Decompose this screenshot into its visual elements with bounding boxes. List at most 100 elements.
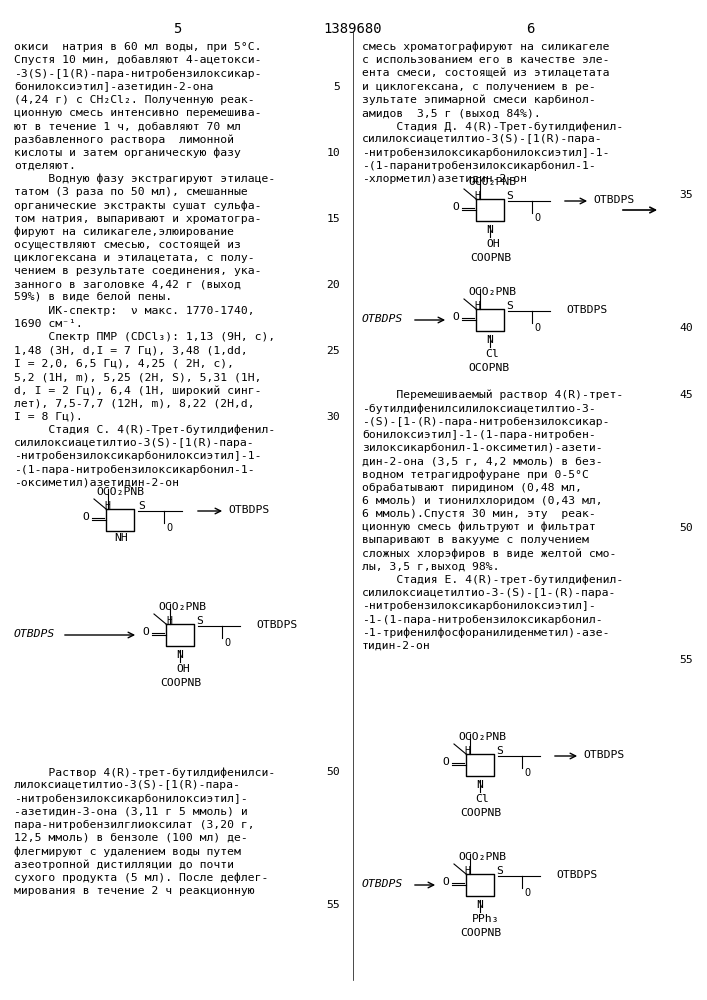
Text: 59%) в виде белой пены.: 59%) в виде белой пены. [14, 293, 172, 303]
Text: занного в заголовке 4,42 г (выход: занного в заголовке 4,42 г (выход [14, 280, 241, 290]
Text: 30: 30 [326, 412, 340, 422]
Text: O: O [524, 768, 530, 778]
Text: O: O [224, 638, 230, 648]
Text: Перемешиваемый раствор 4(R)-трет-: Перемешиваемый раствор 4(R)-трет- [362, 390, 624, 400]
Text: (4,24 г) с CH₂Cl₂. Полученную реак-: (4,24 г) с CH₂Cl₂. Полученную реак- [14, 95, 255, 105]
Text: Стадия С. 4(R)-Трет-бутилдифенил-: Стадия С. 4(R)-Трет-бутилдифенил- [14, 425, 275, 435]
Text: OCO₂PNB: OCO₂PNB [158, 602, 206, 612]
Text: циклогексана и этилацетата, с полу-: циклогексана и этилацетата, с полу- [14, 253, 255, 263]
Text: флегмируют с удалением воды путем: флегмируют с удалением воды путем [14, 846, 241, 857]
Text: силилоксиацетилтио-3(S)-[1(R)-пара-: силилоксиацетилтио-3(S)-[1(R)-пара- [362, 134, 602, 144]
Text: -1-(1-пара-нитробензилоксикарбонил-: -1-(1-пара-нитробензилоксикарбонил- [362, 614, 602, 625]
Text: OTBDPS: OTBDPS [14, 629, 55, 639]
Text: H: H [474, 191, 480, 201]
Text: силилоксиацетилтио-3(S)-[1(R)-пара-: силилоксиацетилтио-3(S)-[1(R)-пара- [14, 438, 255, 448]
Text: OTBDPS: OTBDPS [362, 879, 403, 889]
Text: OTBDPS: OTBDPS [566, 305, 607, 315]
Text: -азетидин-3-она (3,11 г 5 ммоль) и: -азетидин-3-она (3,11 г 5 ммоль) и [14, 807, 247, 817]
Text: H: H [464, 866, 470, 876]
Text: 35: 35 [679, 190, 693, 200]
Text: -(1-пара-нитробензилоксикарбонил-1-: -(1-пара-нитробензилоксикарбонил-1- [14, 464, 255, 475]
Text: H: H [474, 301, 480, 311]
Text: -(1-паранитробензилоксикарбонил-1-: -(1-паранитробензилоксикарбонил-1- [362, 161, 596, 171]
Text: бонилоксиэтил]-азетидин-2-она: бонилоксиэтил]-азетидин-2-она [14, 82, 214, 92]
Text: S: S [506, 191, 513, 201]
Text: -хлорметил)азетидин-2-он: -хлорметил)азетидин-2-он [362, 174, 527, 184]
Text: 10: 10 [326, 148, 340, 158]
Text: S: S [138, 501, 145, 511]
Text: -нитробензилоксикарбонилоксиэтил]-: -нитробензилоксикарбонилоксиэтил]- [14, 793, 247, 804]
Text: OTBDPS: OTBDPS [593, 195, 634, 205]
Text: PPh₃: PPh₃ [472, 914, 500, 924]
Text: ционную смесь интенсивно перемешива-: ционную смесь интенсивно перемешива- [14, 108, 262, 118]
Text: 12,5 ммоль) в бензоле (100 мл) де-: 12,5 ммоль) в бензоле (100 мл) де- [14, 833, 247, 843]
Text: чением в результате соединения, ука-: чением в результате соединения, ука- [14, 266, 262, 276]
Text: I = 8 Гц).: I = 8 Гц). [14, 412, 83, 422]
Text: -бутилдифенилсилилоксиацетилтио-3-: -бутилдифенилсилилоксиацетилтио-3- [362, 403, 596, 414]
Text: -нитробензилоксикарбонилоксиэтил]-1-: -нитробензилоксикарбонилоксиэтил]-1- [14, 451, 262, 461]
Text: OCOPNB: OCOPNB [468, 363, 509, 373]
Text: -3(S)-[1(R)-пара-нитробензилоксикар-: -3(S)-[1(R)-пара-нитробензилоксикар- [14, 68, 262, 79]
Text: OCO₂PNB: OCO₂PNB [458, 732, 506, 742]
Text: Стадия Д. 4(R)-Трет-бутилдифенил-: Стадия Д. 4(R)-Трет-бутилдифенил- [362, 121, 624, 132]
Text: смесь хроматографируют на силикагеле: смесь хроматографируют на силикагеле [362, 42, 609, 52]
Text: COOPNB: COOPNB [460, 928, 501, 938]
Text: Водную фазу экстрагируют этилаце-: Водную фазу экстрагируют этилаце- [14, 174, 275, 184]
Text: ИК-спектр:  ν макс. 1770-1740,: ИК-спектр: ν макс. 1770-1740, [14, 306, 255, 316]
Text: зультате эпимарной смеси карбинол-: зультате эпимарной смеси карбинол- [362, 95, 596, 105]
Text: Стадия Е. 4(R)-трет-бутилдифенил-: Стадия Е. 4(R)-трет-бутилдифенил- [362, 575, 624, 585]
Text: Раствор 4(R)-трет-бутилдифенилси-: Раствор 4(R)-трет-бутилдифенилси- [14, 767, 275, 778]
Text: 20: 20 [326, 280, 340, 290]
Text: 15: 15 [326, 214, 340, 224]
Text: лилоксиацетилтио-3(S)-[1(R)-пара-: лилоксиацетилтио-3(S)-[1(R)-пара- [14, 780, 241, 790]
Text: -нитробензилоксикарбонилоксиэтил]-: -нитробензилоксикарбонилоксиэтил]- [362, 601, 596, 611]
Text: окиси  натрия в 60 мл воды, при 5°C.: окиси натрия в 60 мл воды, при 5°C. [14, 42, 262, 52]
Text: N: N [476, 780, 483, 790]
Text: O: O [452, 202, 459, 212]
Text: разбавленного раствора  лимонной: разбавленного раствора лимонной [14, 134, 234, 145]
Text: -1-трифенилфосфоранилиденметил)-азе-: -1-трифенилфосфоранилиденметил)-азе- [362, 628, 609, 638]
Text: OTBDPS: OTBDPS [583, 750, 624, 760]
Text: S: S [506, 301, 513, 311]
Text: водном тетрагидрофуране при 0-5°C: водном тетрагидрофуране при 0-5°C [362, 469, 589, 480]
Text: OH: OH [486, 239, 500, 249]
Text: N: N [486, 335, 493, 345]
Text: OCO₂PNB: OCO₂PNB [458, 852, 506, 862]
Text: ют в течение 1 ч, добавляют 70 мл: ют в течение 1 ч, добавляют 70 мл [14, 121, 241, 131]
Text: сложных хлорэфиров в виде желтой смо-: сложных хлорэфиров в виде желтой смо- [362, 548, 617, 559]
Text: органические экстракты сушат сульфа-: органические экстракты сушат сульфа- [14, 200, 262, 211]
Text: -(S)-[1-(R)-пара-нитробензилоксикар-: -(S)-[1-(R)-пара-нитробензилоксикар- [362, 416, 609, 427]
Text: амидов  3,5 г (выход 84%).: амидов 3,5 г (выход 84%). [362, 108, 541, 118]
Text: COOPNB: COOPNB [160, 678, 201, 688]
Text: O: O [534, 213, 540, 223]
Text: N: N [476, 900, 483, 910]
Text: 6: 6 [526, 22, 534, 36]
Text: OCO₂PNB: OCO₂PNB [96, 487, 144, 497]
Text: COOPNB: COOPNB [470, 253, 511, 263]
Text: NH: NH [114, 533, 128, 543]
Text: 50: 50 [326, 767, 340, 777]
Text: O: O [82, 512, 89, 522]
Text: OTBDPS: OTBDPS [556, 870, 597, 880]
Text: азеотропной дистилляции до почти: азеотропной дистилляции до почти [14, 859, 234, 870]
Text: с использованием его в качестве эле-: с использованием его в качестве эле- [362, 55, 609, 65]
Text: бонилоксиэтил]-1-(1-пара-нитробен-: бонилоксиэтил]-1-(1-пара-нитробен- [362, 430, 596, 440]
Text: OCO₂PNB: OCO₂PNB [468, 287, 516, 297]
Text: OTBDPS: OTBDPS [228, 505, 269, 515]
Text: Спустя 10 мин, добавляют 4-ацетокси-: Спустя 10 мин, добавляют 4-ацетокси- [14, 55, 262, 65]
Text: 1,48 (3H, d,I = 7 Гц), 3,48 (1,dd,: 1,48 (3H, d,I = 7 Гц), 3,48 (1,dd, [14, 346, 247, 356]
Text: дин-2-она (3,5 г, 4,2 ммоль) в без-: дин-2-она (3,5 г, 4,2 ммоль) в без- [362, 456, 602, 466]
Text: пара-нитробензилглиоксилат (3,20 г,: пара-нитробензилглиоксилат (3,20 г, [14, 820, 255, 830]
Text: лы, 3,5 г,выход 98%.: лы, 3,5 г,выход 98%. [362, 562, 500, 572]
Text: 5: 5 [333, 82, 340, 92]
Text: Cl: Cl [475, 794, 489, 804]
Text: 50: 50 [679, 523, 693, 533]
Text: I = 2,0, 6,5 Гц), 4,25 ( 2H, с),: I = 2,0, 6,5 Гц), 4,25 ( 2H, с), [14, 359, 234, 369]
Text: O: O [442, 877, 449, 887]
Text: O: O [524, 888, 530, 898]
Text: S: S [496, 866, 503, 876]
Text: 40: 40 [679, 323, 693, 333]
Text: O: O [166, 523, 172, 533]
Text: зилоксикарбонил-1-оксиметил)-азети-: зилоксикарбонил-1-оксиметил)-азети- [362, 443, 602, 453]
Text: H: H [166, 616, 172, 626]
